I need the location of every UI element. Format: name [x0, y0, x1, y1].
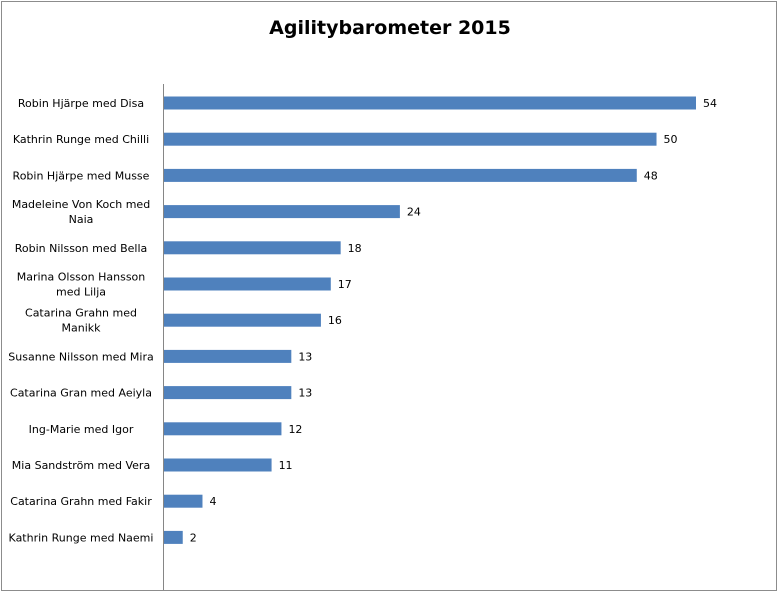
bar — [164, 386, 292, 400]
value-label: 12 — [288, 423, 302, 436]
category-label-line: Kathrin Runge med Naemi — [9, 531, 154, 544]
bar — [164, 313, 321, 327]
category-label: Marina Olsson Hansson med Lilja — [17, 271, 146, 299]
value-label: 16 — [328, 314, 342, 327]
category-label-line: Robin Hjärpe med Musse — [13, 169, 150, 182]
category-label-line: Catarina Gran med Aeiyla — [10, 387, 152, 400]
category-label: Catarina Grahn med Fakir — [10, 495, 152, 508]
value-label: 50 — [664, 133, 678, 146]
category-label: Robin Nilsson med Bella — [15, 242, 148, 255]
category-label: Robin Hjärpe med Disa — [18, 97, 144, 110]
category-label: Madeleine Von Koch med Naia — [12, 198, 150, 226]
category-label-line: Catarina Grahn med Fakir — [10, 495, 152, 508]
category-label-line: Catarina Grahn med — [25, 307, 137, 320]
category-label: Mia Sandström med Vera — [12, 459, 150, 472]
value-label: 17 — [338, 278, 352, 291]
bar — [164, 205, 400, 219]
value-label: 24 — [407, 206, 421, 219]
category-label: Robin Hjärpe med Musse — [13, 169, 150, 182]
category-label-line: Kathrin Runge med Chilli — [13, 133, 149, 146]
category-label-line: Marina Olsson Hansson — [17, 271, 146, 284]
bar — [164, 168, 637, 182]
category-label-line: Susanne Nilsson med Mira — [8, 350, 153, 363]
value-label: 13 — [298, 387, 312, 400]
category-label: Catarina Grahn med Manikk — [25, 307, 137, 335]
bar — [164, 277, 331, 291]
category-label-line: med Lilja — [56, 286, 106, 299]
bar — [164, 132, 657, 146]
category-label-line: Madeleine Von Koch med — [12, 198, 150, 211]
bar — [164, 494, 203, 508]
category-label-line: Manikk — [62, 322, 102, 335]
value-labels: 54 50 48 24 18 17 16 13 13 12 11 4 2 — [190, 97, 717, 544]
value-label: 2 — [190, 531, 197, 544]
bar — [164, 349, 292, 363]
category-label: Kathrin Runge med Chilli — [13, 133, 149, 146]
value-label: 13 — [298, 350, 312, 363]
category-labels: Robin Hjärpe med Disa Kathrin Runge med C… — [8, 97, 153, 544]
category-label-line: Mia Sandström med Vera — [12, 459, 150, 472]
bars-layer — [164, 96, 696, 544]
category-label: Catarina Gran med Aeiyla — [10, 387, 152, 400]
category-label: Kathrin Runge med Naemi — [9, 531, 154, 544]
value-label: 18 — [348, 242, 362, 255]
value-label: 54 — [703, 97, 717, 110]
bar — [164, 241, 341, 255]
bar — [164, 530, 183, 544]
category-label-line: Naia — [69, 213, 94, 226]
bar — [164, 458, 272, 472]
category-label-line: Robin Nilsson med Bella — [15, 242, 148, 255]
value-label: 4 — [209, 495, 216, 508]
chart-title: Agilitybarometer 2015 — [269, 17, 511, 39]
bar — [164, 422, 282, 436]
value-label: 48 — [644, 169, 658, 182]
category-label-line: Ing-Marie med Igor — [29, 423, 134, 436]
bar — [164, 96, 696, 110]
value-label: 11 — [279, 459, 293, 472]
category-label: Ing-Marie med Igor — [29, 423, 134, 436]
category-label: Susanne Nilsson med Mira — [8, 350, 153, 363]
category-label-line: Robin Hjärpe med Disa — [18, 97, 144, 110]
